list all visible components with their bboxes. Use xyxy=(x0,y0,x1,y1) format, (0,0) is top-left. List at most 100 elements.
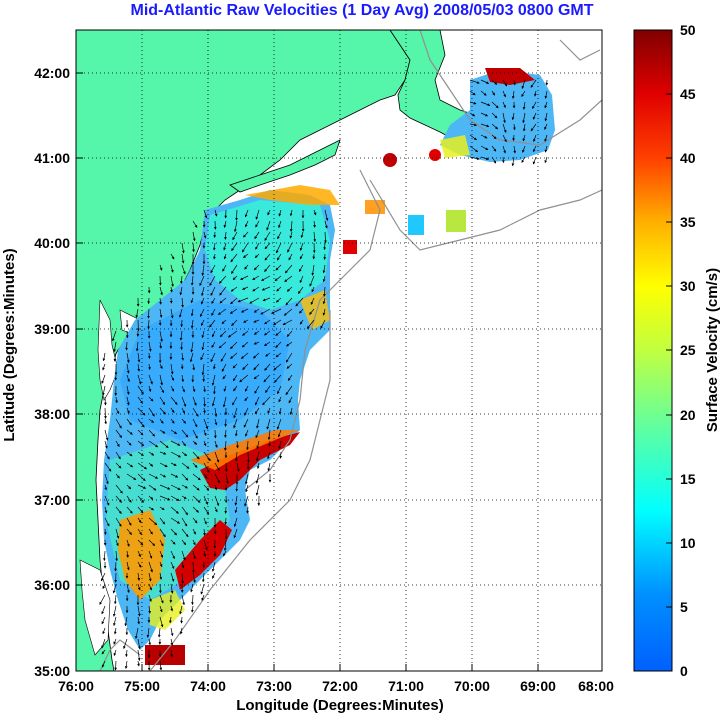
velocity-arrow xyxy=(214,484,218,491)
velocity-arrow xyxy=(148,539,156,547)
velocity-arrow xyxy=(190,341,194,353)
velocity-arrow xyxy=(278,407,282,415)
velocity-arrow xyxy=(115,418,122,429)
velocity-arrow xyxy=(115,495,122,503)
velocity-arrow xyxy=(137,605,141,617)
velocity-arrow xyxy=(104,462,112,472)
velocity-arrow xyxy=(192,220,198,228)
velocity-arrow xyxy=(159,440,169,448)
land-mass xyxy=(76,30,411,671)
velocity-arrow xyxy=(298,264,304,273)
velocity-arrow xyxy=(201,363,205,376)
velocity-arrow xyxy=(502,145,506,154)
velocity-arrow xyxy=(137,539,144,546)
velocity-arrow xyxy=(192,484,200,491)
velocity-arrow xyxy=(192,385,196,393)
velocity-field-light xyxy=(205,200,330,310)
velocity-arrow xyxy=(181,418,186,424)
velocity-arrow xyxy=(219,330,227,338)
velocity-arrow xyxy=(125,649,128,658)
velocity-arrow xyxy=(234,495,238,506)
velocity-arrow xyxy=(218,275,227,284)
velocity-arrow xyxy=(99,594,106,605)
colorbar-tick-label: 35 xyxy=(680,214,696,230)
map-area xyxy=(76,30,602,671)
velocity-arrow xyxy=(181,495,187,499)
y-tick-label: 35:00 xyxy=(34,663,70,679)
velocity-arrow xyxy=(126,374,130,383)
velocity-arrow xyxy=(252,275,260,281)
velocity-arrow xyxy=(169,297,173,304)
velocity-arrow xyxy=(309,308,315,315)
y-tick-label: 36:00 xyxy=(34,577,70,593)
velocity-arrow xyxy=(147,352,151,359)
velocity-arrow xyxy=(491,145,497,152)
velocity-arrow xyxy=(159,418,164,424)
jet-shelf-edge xyxy=(300,290,330,330)
velocity-arrow xyxy=(201,264,205,276)
velocity-arrow xyxy=(159,594,164,604)
velocity-arrow xyxy=(170,550,175,560)
velocity-arrow xyxy=(135,341,139,352)
velocity-arrow xyxy=(170,264,174,273)
colorbar-tick-label: 5 xyxy=(680,599,688,615)
y-tick-label: 38:00 xyxy=(34,406,70,422)
velocity-arrow xyxy=(170,418,175,424)
velocity-arrow xyxy=(243,253,249,258)
chart-title: Mid-Atlantic Raw Velocities (1 Day Avg) … xyxy=(131,2,594,19)
velocity-arrow xyxy=(148,440,159,448)
velocity-arrow xyxy=(192,572,196,584)
velocity-arrow xyxy=(159,495,171,501)
velocity-arrow xyxy=(126,506,133,514)
velocity-arrow xyxy=(243,231,249,238)
bathymetry-contours xyxy=(99,30,602,671)
velocity-arrow xyxy=(214,418,218,426)
velocity-arrow xyxy=(224,440,227,451)
velocity-arrow xyxy=(224,517,228,525)
velocity-arrow xyxy=(513,145,517,154)
velocity-arrow xyxy=(275,297,282,303)
velocity-arrow xyxy=(104,517,110,527)
velocity-arrow xyxy=(262,297,271,302)
colorbar-tick-label: 10 xyxy=(680,535,696,551)
colorbar-ticks xyxy=(666,93,672,608)
velocity-arrow xyxy=(181,517,188,527)
velocity-arrow xyxy=(181,473,189,481)
velocity-arrow xyxy=(246,506,249,514)
velocity-arrow xyxy=(242,363,249,371)
velocity-arrow xyxy=(114,660,118,671)
velocity-arrow xyxy=(192,473,201,481)
velocity-arrow xyxy=(170,539,176,545)
velocity-arrow xyxy=(254,253,260,259)
velocity-arrow xyxy=(278,440,282,450)
velocity-arrow xyxy=(137,660,140,667)
velocity-arrow xyxy=(101,638,106,649)
velocity-arrow xyxy=(322,264,326,274)
velocity-arrow xyxy=(203,385,206,393)
x-tick-label: 74:00 xyxy=(190,678,226,694)
velocity-arrow xyxy=(240,275,249,280)
velocity-arrow xyxy=(267,462,271,472)
velocity-arrow xyxy=(246,440,249,451)
velocity-arrow xyxy=(170,253,175,260)
velocity-arrow xyxy=(211,341,216,348)
velocity-arrow xyxy=(213,429,217,439)
velocity-arrows xyxy=(99,79,549,671)
velocity-arrow xyxy=(220,352,227,362)
velocity-arrow xyxy=(289,220,293,232)
velocity-arrow xyxy=(255,473,260,484)
velocity-arrow xyxy=(180,616,184,624)
velocity-arrow xyxy=(511,90,515,99)
velocity-arrow xyxy=(137,418,145,428)
velocity-arrow xyxy=(103,550,106,562)
x-tick-label: 70:00 xyxy=(454,678,490,694)
velocity-arrow xyxy=(289,231,293,239)
velocity-arrow xyxy=(201,341,205,351)
velocity-arrow xyxy=(159,374,163,386)
velocity-arrow xyxy=(233,374,238,382)
velocity-arrow xyxy=(522,123,526,132)
velocity-arrow xyxy=(159,506,165,511)
patch-nantucket-red xyxy=(429,149,441,161)
velocity-arrow xyxy=(513,79,516,86)
y-tick-label: 42:00 xyxy=(34,65,70,81)
